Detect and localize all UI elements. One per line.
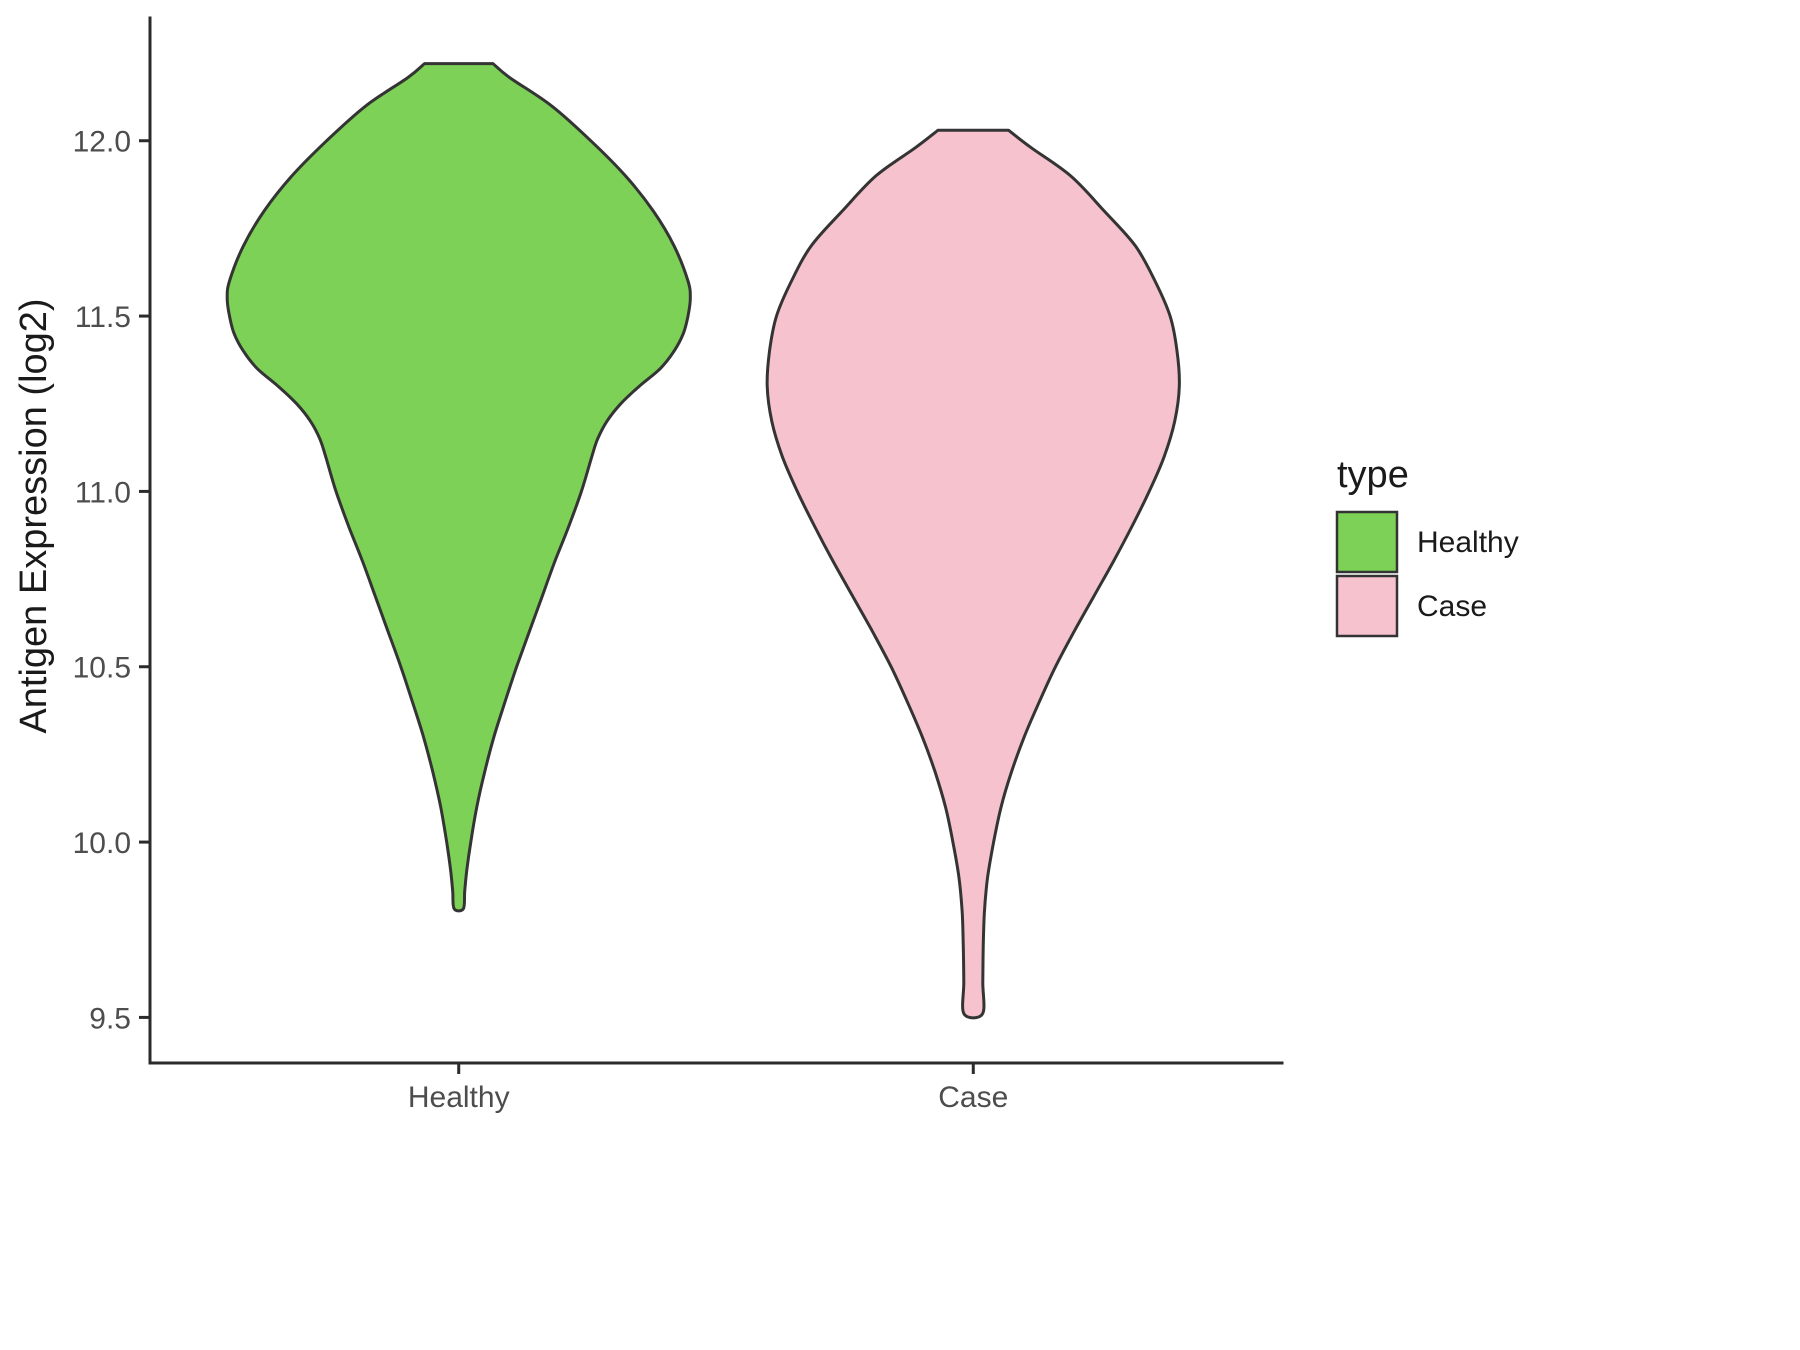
y-tick-label: 12.0 [73, 126, 131, 159]
legend: type Healthy Case [1335, 454, 1519, 638]
y-tick-label: 9.5 [89, 1002, 131, 1035]
legend-entries: Healthy Case [1335, 510, 1519, 638]
x-category-label: Case [938, 1081, 1008, 1114]
violin-healthy [225, 62, 692, 913]
legend-key-healthy [1335, 510, 1399, 574]
ticks-layer: 9.5 10.0 10.5 11.0 11.5 12.0 Healthy Case [73, 126, 1009, 1114]
y-tick-label: 11.5 [75, 301, 131, 334]
y-tick-label: 11.0 [75, 476, 131, 509]
legend-key-case [1335, 574, 1399, 638]
violins-layer [225, 62, 1181, 1020]
y-tick-label: 10.0 [73, 827, 131, 860]
legend-title: type [1337, 454, 1409, 496]
legend-label-case: Case [1417, 590, 1487, 623]
violin-case [765, 128, 1181, 1020]
legend-label-healthy: Healthy [1417, 526, 1519, 559]
y-tick-label: 10.5 [73, 652, 131, 685]
y-axis-title: Antigen Expression (log2) [13, 298, 55, 733]
axes-layer [148, 16, 1284, 1065]
x-category-label: Healthy [408, 1081, 510, 1114]
